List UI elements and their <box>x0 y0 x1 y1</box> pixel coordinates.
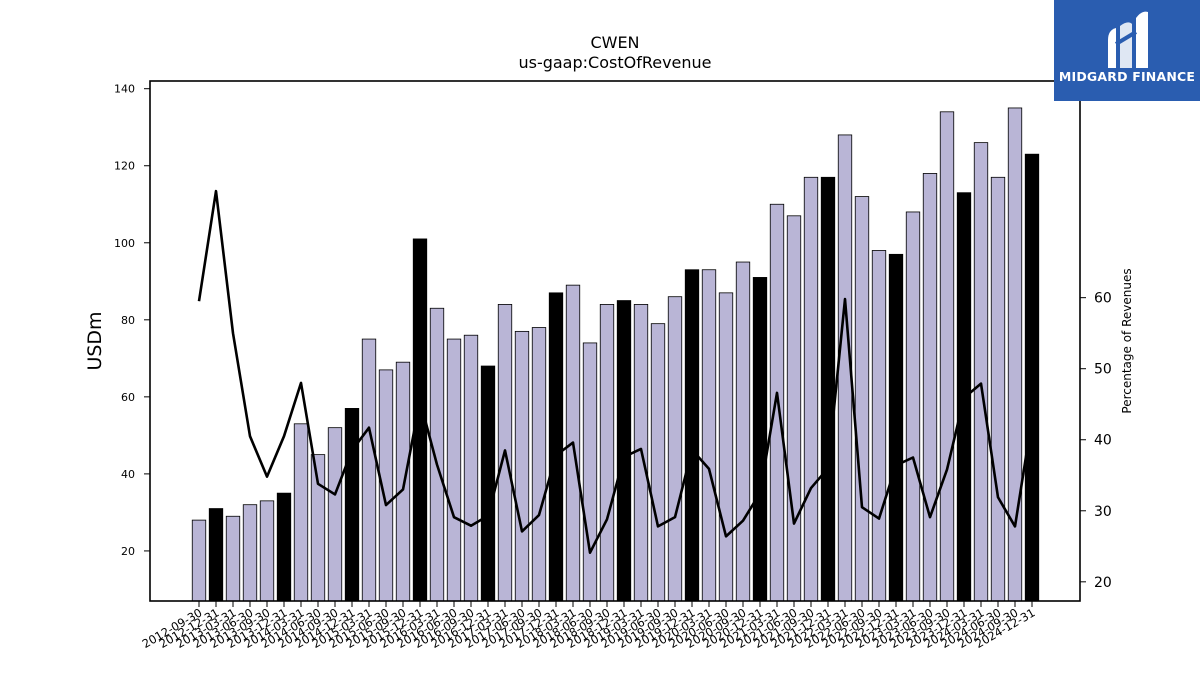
bar <box>939 111 955 602</box>
y-axis-label: USDm <box>84 311 106 370</box>
x-axis: 2012-09-302012-12-312013-03-312013-06-30… <box>140 601 1038 651</box>
bar <box>1024 153 1040 602</box>
bar <box>514 330 530 602</box>
percentage-line <box>197 189 1034 554</box>
chart-subtitle: us-gaap:CostOfRevenue <box>518 53 711 72</box>
plot-frame <box>149 80 1081 602</box>
bar <box>922 173 938 602</box>
bar <box>990 176 1006 602</box>
line-series <box>197 189 1034 554</box>
bar <box>701 269 717 602</box>
y-tick-label: 40 <box>121 468 135 481</box>
bar <box>718 292 734 602</box>
y2-axis-label: Percentage of Revenues <box>1120 268 1134 413</box>
bar <box>361 338 377 602</box>
y-tick-label: 20 <box>121 545 135 558</box>
bar <box>752 277 768 602</box>
bar <box>803 176 819 602</box>
bar <box>548 292 564 602</box>
bar <box>888 253 904 602</box>
bar <box>786 215 802 602</box>
y2-axis: 20 30 40 50 60 <box>1080 291 1112 591</box>
bar <box>242 504 258 602</box>
bar <box>599 304 615 602</box>
logo-icon <box>1108 11 1148 68</box>
y2-tick-label: 20 <box>1094 575 1112 591</box>
bar <box>871 250 887 602</box>
bar <box>582 342 598 602</box>
bar <box>344 408 360 602</box>
y-tick-label: 100 <box>114 237 135 250</box>
bar <box>293 423 309 602</box>
bar <box>446 338 462 602</box>
bar <box>820 176 836 602</box>
y-tick-label: 60 <box>121 391 135 404</box>
brand-name: MIDGARD FINANCE <box>1058 69 1196 84</box>
bar <box>429 307 445 602</box>
chart-title: CWEN <box>590 33 639 52</box>
bar <box>395 361 411 602</box>
bar <box>854 196 870 602</box>
bar <box>480 365 496 602</box>
bar <box>735 261 751 602</box>
bar-series <box>191 107 1040 602</box>
y2-tick-label: 60 <box>1094 291 1112 307</box>
bar <box>905 211 921 602</box>
brand-logo: MIDGARD FINANCE <box>1054 0 1200 101</box>
bar <box>463 334 479 602</box>
bar <box>684 269 700 602</box>
bar <box>616 300 632 602</box>
bar <box>327 427 343 602</box>
bar <box>650 323 666 602</box>
bar <box>191 519 207 602</box>
y2-tick-label: 40 <box>1094 433 1112 449</box>
y-axis: 20 40 60 80 100 120 140 <box>114 83 150 558</box>
y2-tick-label: 50 <box>1094 362 1112 378</box>
bar <box>208 508 224 602</box>
bar <box>276 492 292 602</box>
bar <box>225 515 241 602</box>
bar <box>531 327 547 602</box>
y2-tick-label: 30 <box>1094 504 1112 520</box>
bar <box>973 142 989 602</box>
y-tick-label: 80 <box>121 314 135 327</box>
y-tick-label: 120 <box>114 160 135 173</box>
bar <box>667 296 683 602</box>
y-tick-label: 140 <box>114 83 135 96</box>
bar <box>259 500 275 602</box>
